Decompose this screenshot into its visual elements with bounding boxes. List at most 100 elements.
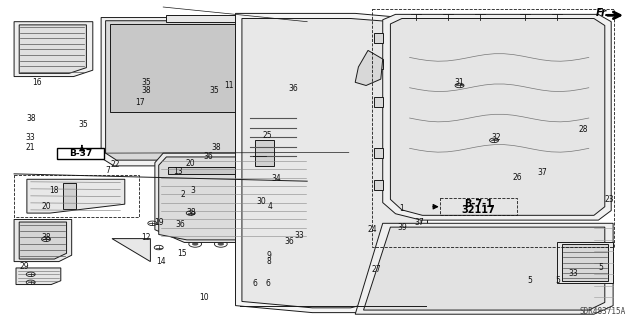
Polygon shape bbox=[106, 21, 298, 160]
Bar bbox=[14, 175, 139, 217]
Polygon shape bbox=[374, 148, 383, 158]
Text: 1: 1 bbox=[399, 204, 404, 213]
Polygon shape bbox=[390, 19, 605, 215]
Text: 13: 13 bbox=[173, 167, 183, 176]
Text: 16: 16 bbox=[32, 78, 42, 87]
Polygon shape bbox=[27, 179, 125, 213]
Polygon shape bbox=[112, 239, 150, 262]
Polygon shape bbox=[19, 222, 67, 259]
Text: 32: 32 bbox=[491, 133, 501, 142]
Polygon shape bbox=[63, 183, 76, 209]
Text: 4: 4 bbox=[268, 202, 273, 211]
Bar bbox=[72, 152, 92, 158]
Text: 36: 36 bbox=[175, 220, 186, 229]
Text: SDR483715A: SDR483715A bbox=[580, 307, 626, 316]
FancyBboxPatch shape bbox=[57, 148, 104, 159]
Text: 33: 33 bbox=[568, 269, 578, 278]
Text: 33: 33 bbox=[26, 133, 36, 142]
Polygon shape bbox=[168, 167, 253, 174]
Polygon shape bbox=[236, 13, 428, 313]
Text: 20: 20 bbox=[41, 202, 51, 211]
Polygon shape bbox=[364, 227, 605, 310]
Polygon shape bbox=[101, 18, 304, 166]
Text: 31: 31 bbox=[454, 78, 465, 87]
Text: 12: 12 bbox=[141, 233, 150, 242]
Text: 37: 37 bbox=[538, 168, 548, 177]
Text: 5: 5 bbox=[556, 276, 561, 285]
Text: 38: 38 bbox=[141, 86, 151, 95]
Text: 26: 26 bbox=[512, 173, 522, 182]
Polygon shape bbox=[374, 33, 383, 43]
Bar bbox=[440, 198, 517, 215]
Text: B-37: B-37 bbox=[69, 149, 92, 158]
Text: 39: 39 bbox=[397, 223, 407, 232]
Circle shape bbox=[269, 242, 275, 246]
Text: 35: 35 bbox=[78, 120, 88, 129]
Text: 37: 37 bbox=[414, 218, 424, 227]
Text: 23: 23 bbox=[604, 195, 614, 204]
Polygon shape bbox=[242, 19, 421, 308]
Text: 6: 6 bbox=[265, 279, 270, 288]
Polygon shape bbox=[159, 157, 307, 240]
Text: 7: 7 bbox=[105, 166, 110, 174]
Text: 36: 36 bbox=[284, 237, 294, 246]
Polygon shape bbox=[557, 242, 613, 283]
Text: 38: 38 bbox=[211, 143, 221, 152]
Text: 9: 9 bbox=[266, 251, 271, 260]
Text: 10: 10 bbox=[198, 293, 209, 302]
Polygon shape bbox=[374, 97, 383, 107]
Text: 30: 30 bbox=[256, 197, 266, 206]
Text: 8: 8 bbox=[266, 257, 271, 266]
Text: 24: 24 bbox=[367, 225, 378, 234]
Polygon shape bbox=[355, 223, 613, 314]
Text: 38: 38 bbox=[186, 208, 196, 217]
Text: 27: 27 bbox=[371, 265, 381, 274]
Polygon shape bbox=[355, 50, 383, 85]
Text: B-7-1: B-7-1 bbox=[464, 198, 493, 209]
Circle shape bbox=[218, 242, 224, 246]
Text: 20: 20 bbox=[186, 159, 196, 168]
Text: 14: 14 bbox=[156, 257, 166, 266]
Text: 32117: 32117 bbox=[462, 205, 495, 215]
Text: 5: 5 bbox=[598, 263, 603, 272]
Text: 35: 35 bbox=[141, 78, 151, 87]
Text: 25: 25 bbox=[262, 131, 273, 140]
Circle shape bbox=[192, 242, 198, 246]
Text: 5: 5 bbox=[527, 276, 532, 285]
Text: 33: 33 bbox=[294, 231, 305, 240]
Text: Fr.: Fr. bbox=[596, 8, 609, 18]
Text: 22: 22 bbox=[111, 160, 120, 169]
Text: 36: 36 bbox=[288, 84, 298, 93]
Bar bbox=[372, 9, 614, 247]
Text: 19: 19 bbox=[154, 218, 164, 227]
Text: 21: 21 bbox=[26, 143, 35, 152]
Polygon shape bbox=[374, 180, 383, 190]
Circle shape bbox=[245, 242, 252, 246]
Polygon shape bbox=[287, 152, 306, 175]
Text: 38: 38 bbox=[41, 233, 51, 242]
Polygon shape bbox=[166, 15, 250, 22]
Text: 15: 15 bbox=[177, 249, 188, 258]
Text: 18: 18 bbox=[50, 186, 59, 195]
Polygon shape bbox=[19, 25, 86, 73]
Polygon shape bbox=[16, 268, 61, 285]
Polygon shape bbox=[110, 24, 294, 112]
Polygon shape bbox=[155, 153, 312, 242]
Text: 28: 28 bbox=[579, 125, 588, 134]
Polygon shape bbox=[383, 14, 611, 220]
Polygon shape bbox=[374, 59, 383, 69]
Polygon shape bbox=[14, 219, 72, 262]
Text: 38: 38 bbox=[26, 114, 36, 123]
Text: 11: 11 bbox=[225, 81, 234, 90]
Text: 29: 29 bbox=[19, 262, 29, 271]
Text: 17: 17 bbox=[134, 98, 145, 107]
Text: 35: 35 bbox=[209, 86, 220, 95]
Text: 34: 34 bbox=[271, 174, 282, 182]
Text: 6: 6 bbox=[252, 279, 257, 288]
Polygon shape bbox=[562, 244, 608, 281]
Polygon shape bbox=[14, 22, 93, 77]
Text: 2: 2 bbox=[180, 190, 185, 199]
Polygon shape bbox=[255, 140, 274, 166]
Text: 36: 36 bbox=[203, 152, 213, 161]
Text: 3: 3 bbox=[191, 186, 196, 195]
